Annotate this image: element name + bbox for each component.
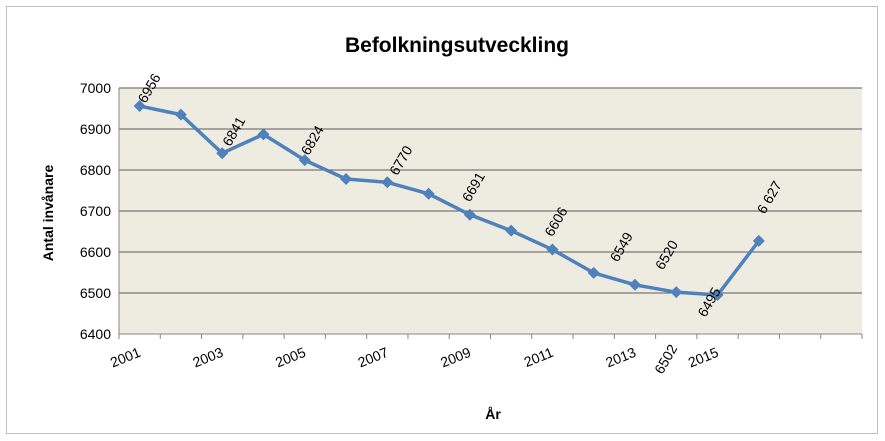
x-tick-label: 2015 — [686, 344, 721, 371]
data-point-marker — [422, 187, 435, 200]
chart-title: Befolkningsutveckling — [345, 34, 569, 57]
data-point-marker — [587, 266, 600, 279]
x-tick-label: 2009 — [438, 344, 473, 371]
x-tick-label: 2001 — [108, 344, 143, 371]
data-point-marker — [174, 108, 187, 121]
data-point-marker — [628, 278, 641, 291]
data-point-marker — [505, 224, 518, 237]
data-point-marker — [752, 234, 765, 247]
x-tick-label: 2003 — [190, 344, 225, 371]
x-tick-label: 2005 — [273, 344, 308, 371]
data-point-marker — [670, 286, 683, 299]
y-tick-label: 6400 — [80, 326, 111, 342]
x-axis-title: År — [485, 406, 501, 422]
y-tick-label: 6800 — [80, 162, 111, 178]
line-chart: Befolkningsutveckling Antal invånare År … — [40, 34, 863, 422]
data-point-marker — [133, 100, 146, 113]
data-point-marker — [340, 173, 353, 186]
chart-frame: Befolkningsutveckling Antal invånare År … — [6, 6, 878, 434]
y-axis-title: Antal invånare — [40, 165, 56, 262]
series-line — [139, 104, 761, 297]
data-point-marker — [546, 243, 559, 256]
data-label: 6502 — [651, 341, 681, 376]
y-tick-label: 6900 — [80, 121, 111, 137]
y-tick-label: 7000 — [80, 80, 111, 96]
data-point-marker — [216, 147, 229, 160]
x-tick-label: 2011 — [522, 344, 556, 370]
y-tick-label: 6700 — [80, 203, 111, 219]
x-tick-label: 2013 — [603, 344, 638, 371]
data-point-marker — [381, 176, 394, 189]
data-point-marker — [298, 154, 311, 167]
plot-area: 6400 6500 6600 6700 6800 6900 7000 2001 2003 2005… — [80, 70, 863, 377]
y-tick-label: 6500 — [80, 285, 111, 301]
x-tick-label: 2007 — [356, 344, 391, 371]
y-tick-label: 6600 — [80, 244, 111, 260]
data-point-marker — [711, 289, 724, 302]
data-point-marker — [463, 208, 476, 221]
data-point-marker — [257, 128, 270, 141]
